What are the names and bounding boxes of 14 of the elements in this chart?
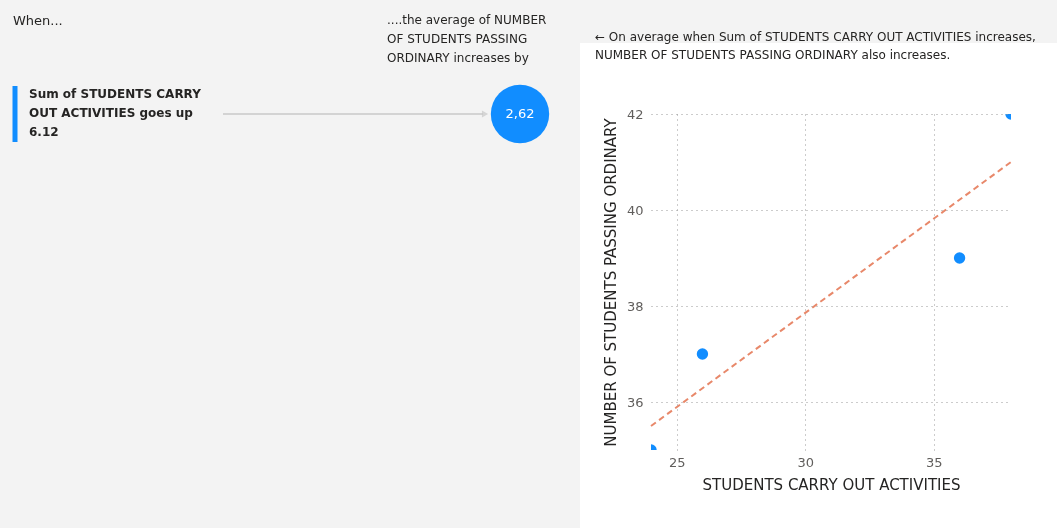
y-tick-label: 38 [626,298,644,314]
y-axis-title: NUMBER OF STUDENTS PASSING ORDINARY [601,117,620,447]
x-axis-title: STUDENTS CARRY OUT ACTIVITIES [702,475,961,494]
y-tick-label: 40 [626,202,644,218]
text: When... [13,13,63,28]
text: ....the average of NUMBER OF STUDENTS PASSING ORDINARY increases by [387,13,547,65]
x-tick-label: 25 [668,454,686,470]
y-tick-label: 36 [626,394,644,410]
x-tick-label: 35 [926,454,943,470]
data-label: 2,62 [505,106,535,121]
x-tick-label: 30 [797,454,815,470]
y-tick-label: 42 [626,106,644,122]
category-label: Sum of STUDENTS CARRY OUT ACTIVITIES goes up 6.12 [29,87,202,139]
chart-title: ← On average when Sum of STUDENTS CARRY OUT ACTIVITIES increases, NUMBER OF STUDENTS PASSING ORDINARY also increases. [595,30,1036,62]
